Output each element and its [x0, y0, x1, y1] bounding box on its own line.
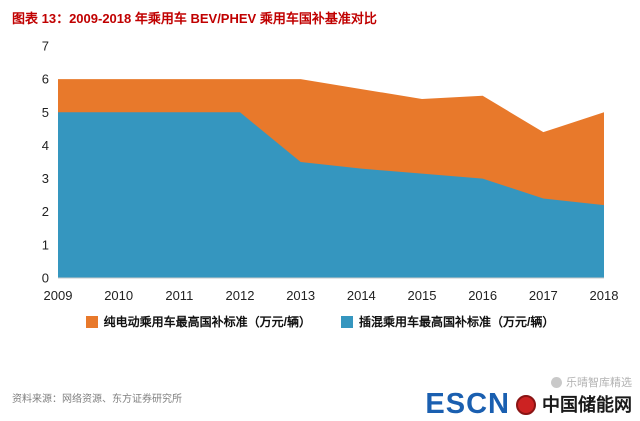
svg-text:2016: 2016: [468, 288, 497, 303]
phev-legend-swatch: [341, 315, 353, 328]
bev-legend-swatch: [85, 315, 98, 328]
page-title: 图表 13：2009-2018 年乘用车 BEV/PHEV 乘用车国补基准对比: [12, 11, 377, 26]
chart-legend: 纯电动乘用车最高国补标准（万元/辆） 插混乘用车最高国补标准（万元/辆）: [0, 313, 640, 330]
svg-text:2012: 2012: [226, 288, 255, 303]
legend-item-bev: 纯电动乘用车最高国补标准（万元/辆）: [85, 313, 311, 330]
svg-text:1: 1: [42, 237, 49, 252]
svg-text:2: 2: [42, 204, 49, 219]
escn-wordmark: ESCN: [425, 388, 510, 420]
svg-text:3: 3: [42, 171, 49, 186]
svg-text:4: 4: [42, 138, 49, 153]
area-chart: 0 1 2 3 4 5 6 7 2009 2010 2011 2012 2013 2014 2015 2016…: [18, 36, 640, 313]
svg-text:2013: 2013: [286, 288, 315, 303]
svg-text:6: 6: [42, 72, 49, 87]
source-note: 资料来源：网络资源、东方证券研究所: [12, 394, 182, 405]
svg-text:2011: 2011: [165, 288, 193, 303]
svg-text:2018: 2018: [590, 288, 618, 303]
svg-text:0: 0: [42, 271, 49, 286]
brand-area: 乐晴智库精选 ESCN 中国储能网: [425, 374, 632, 419]
watermark: 乐晴智库精选: [551, 374, 632, 390]
svg-text:2014: 2014: [347, 288, 376, 303]
watermark-text: 乐晴智库精选: [566, 377, 632, 389]
bev-legend-label: 纯电动乘用车最高国补标准（万元/辆）: [103, 315, 311, 329]
watermark-icon: [551, 376, 562, 388]
footer: 资料来源：网络资源、东方证券研究所 乐晴智库精选 ESCN 中国储能网: [0, 369, 640, 421]
escn-logo: ESCN 中国储能网: [425, 390, 632, 419]
svg-text:2015: 2015: [408, 288, 437, 303]
phev-legend-label: 插混乘用车最高国补标准（万元/辆）: [359, 315, 555, 329]
site-name: 中国储能网: [542, 394, 632, 415]
svg-text:2017: 2017: [529, 288, 558, 303]
svg-text:7: 7: [42, 39, 49, 54]
escn-globe-icon: [516, 394, 536, 415]
legend-item-phev: 插混乘用车最高国补标准（万元/辆）: [341, 313, 554, 330]
svg-text:5: 5: [42, 105, 49, 120]
svg-text:2010: 2010: [104, 288, 133, 303]
svg-text:2009: 2009: [44, 288, 73, 303]
chart-canvas: 0 1 2 3 4 5 6 7 2009 2010 2011 2012 2013 2014 2015 2016…: [42, 39, 619, 304]
